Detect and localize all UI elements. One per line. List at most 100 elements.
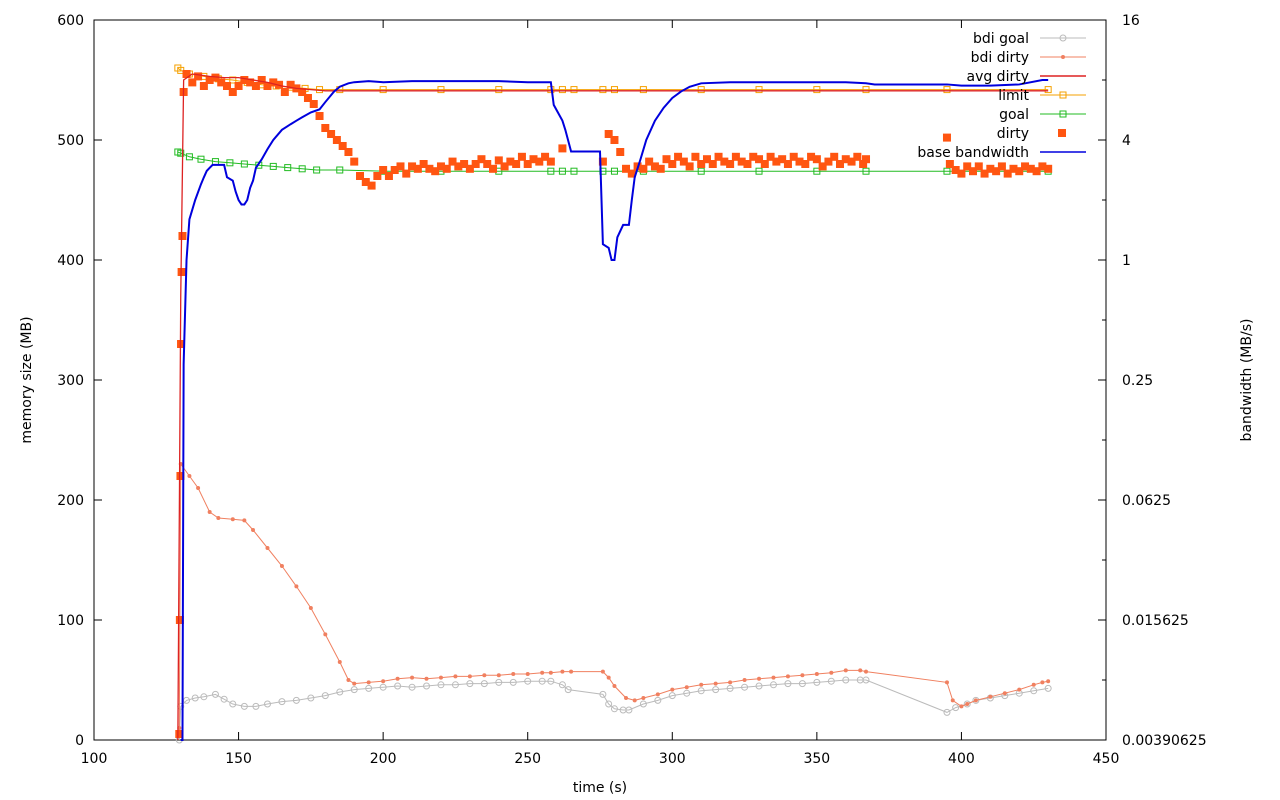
data-point (944, 680, 949, 685)
data-point (425, 164, 434, 173)
data-point (599, 86, 607, 94)
legend: bdi goal bdi dirty avg dirty limit goal dirty… (917, 31, 1086, 161)
data-point (240, 160, 248, 168)
data-point (396, 162, 405, 171)
x-tick-label: 450 (1093, 751, 1120, 767)
data-point (973, 698, 978, 703)
legend-label: goal (999, 107, 1029, 123)
legend-marker (1059, 110, 1067, 118)
data-point (506, 157, 515, 166)
series-goal (174, 148, 1052, 175)
y-axis-label: memory size (MB) (19, 316, 35, 443)
data-point (599, 690, 607, 698)
legend-marker (1059, 91, 1067, 99)
data-point (525, 672, 530, 676)
data-point (1044, 86, 1052, 94)
data-point (1044, 164, 1053, 173)
data-point (965, 702, 970, 706)
data-point (641, 696, 646, 700)
data-point (346, 678, 351, 682)
series-layer (174, 64, 1053, 744)
data-point (785, 674, 790, 679)
data-point (668, 160, 677, 168)
data-point (1044, 684, 1052, 692)
data-point (1015, 167, 1024, 176)
data-point (226, 159, 234, 167)
data-point (997, 162, 1006, 171)
y2-tick-label: 0.25 (1122, 373, 1153, 389)
data-point (742, 678, 747, 682)
data-point (731, 152, 740, 161)
data-point (251, 82, 260, 90)
y-tick-label: 600 (57, 13, 84, 29)
data-point (645, 157, 654, 166)
legend-label: avg dirty (966, 69, 1029, 85)
data-point (757, 676, 762, 681)
data-point (795, 157, 804, 166)
data-point (558, 86, 566, 94)
data-point (726, 160, 735, 168)
data-point (801, 160, 810, 168)
data-point (1003, 169, 1012, 178)
data-point (263, 700, 271, 708)
data-point (674, 152, 683, 161)
data-point (308, 606, 313, 610)
data-point (625, 706, 633, 714)
data-point (1046, 679, 1051, 684)
data-point (1021, 162, 1030, 171)
data-point (269, 78, 278, 87)
data-point (313, 166, 321, 174)
data-point (604, 130, 613, 138)
data-point (558, 167, 566, 175)
data-point (263, 82, 272, 90)
data-point (466, 680, 474, 688)
data-point (229, 700, 237, 708)
legend-marker (1061, 55, 1065, 59)
series-limit (174, 64, 1052, 94)
data-point (453, 674, 458, 679)
legend-label: bdi goal (973, 31, 1029, 47)
data-point (454, 162, 463, 171)
data-point (257, 76, 266, 84)
data-point (384, 172, 393, 180)
data-point (460, 160, 469, 168)
data-point (1026, 164, 1035, 173)
legend-label: dirty (997, 126, 1029, 142)
data-point (228, 88, 237, 96)
data-point (778, 155, 787, 164)
y-tick-label: 300 (57, 373, 84, 389)
data-point (298, 165, 306, 173)
data-point (480, 680, 488, 688)
data-point (200, 693, 208, 701)
y-tick-label: 200 (57, 493, 84, 509)
data-point (182, 70, 191, 78)
data-point (436, 162, 445, 171)
data-point (176, 472, 185, 480)
data-point (309, 100, 318, 108)
data-point (217, 78, 226, 87)
series-bdi-dirty (177, 462, 1051, 730)
data-point (610, 136, 619, 144)
data-point (829, 670, 834, 675)
data-point (798, 680, 806, 688)
data-point (560, 669, 565, 674)
data-point (1038, 162, 1047, 171)
data-point (610, 705, 618, 713)
legend-label: bdi dirty (971, 50, 1029, 66)
data-point (737, 157, 746, 166)
data-point (512, 160, 521, 168)
data-point (789, 152, 798, 161)
data-point (699, 682, 704, 687)
data-point (741, 683, 749, 691)
data-point (547, 167, 555, 175)
data-point (423, 682, 431, 690)
data-point (437, 681, 445, 689)
data-point (373, 172, 382, 180)
data-point (749, 152, 758, 161)
data-point (606, 675, 611, 680)
data-point (471, 160, 480, 168)
data-point (610, 167, 618, 175)
data-point (679, 157, 688, 166)
data-point (1002, 691, 1007, 696)
